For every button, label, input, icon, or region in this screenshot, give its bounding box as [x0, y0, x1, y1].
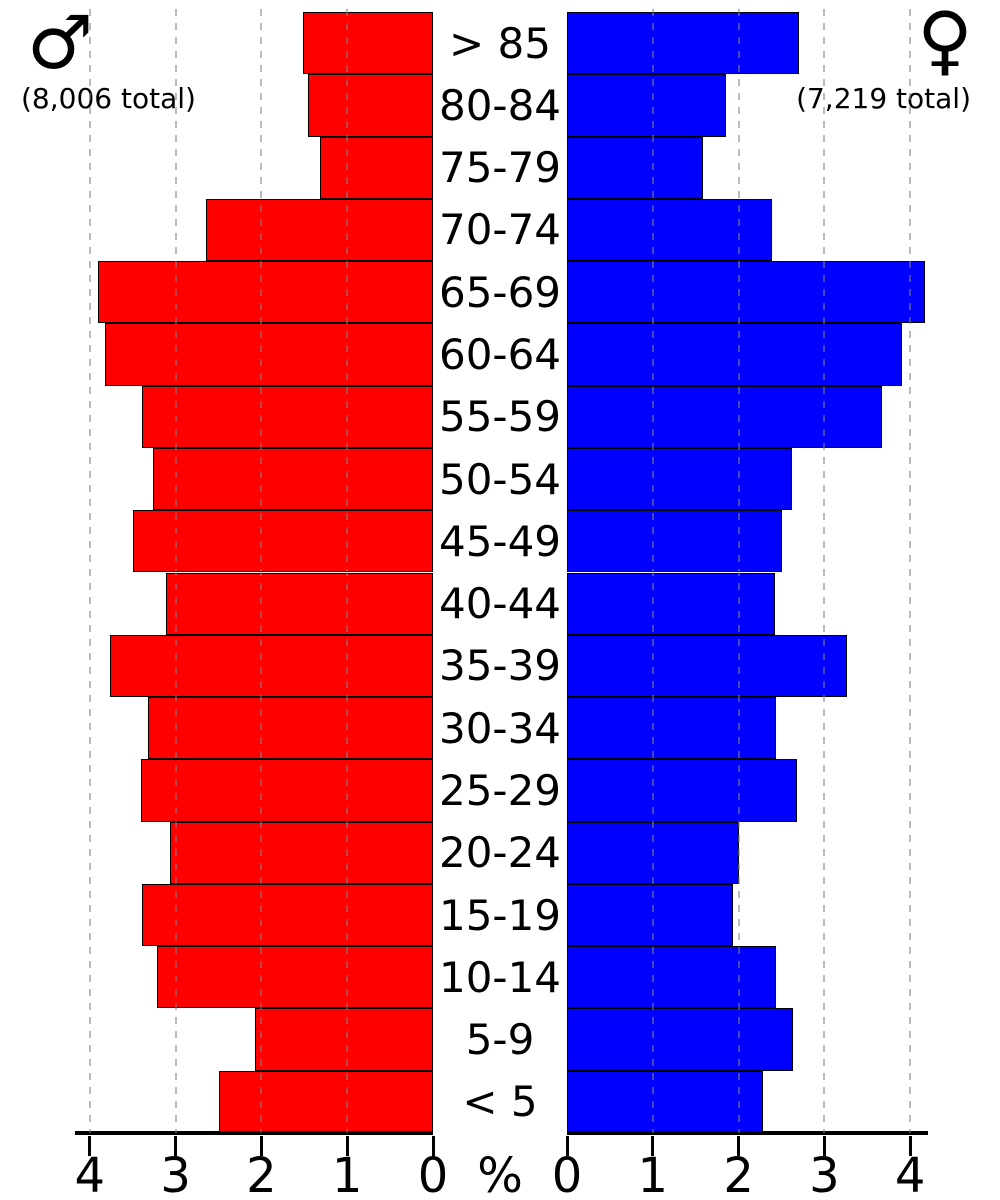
x-tick-label-4: 4: [894, 1148, 926, 1200]
bar-male-35-39: [110, 634, 433, 698]
gridline-4: [88, 9, 91, 1133]
left-x-axis: [75, 1131, 433, 1135]
bar-male-70-74: [205, 198, 433, 262]
bar-female-40-44: [567, 572, 776, 635]
x-tick: [908, 1136, 912, 1156]
x-tick-label-0: 0: [551, 1148, 583, 1200]
bar-male-40-44: [166, 572, 433, 635]
bar-female-50-54: [567, 447, 792, 511]
gridline-2: [737, 9, 740, 1133]
bar-female-45-49: [567, 510, 783, 573]
bar-male-45-49: [132, 510, 433, 573]
bar-male-75-79: [319, 136, 433, 199]
bar-male-25-29: [141, 759, 433, 822]
age-label-60-64: 60-64: [438, 330, 562, 379]
age-label-35-39: 35-39: [438, 641, 562, 691]
x-tick: [822, 1136, 826, 1156]
gridline-1: [651, 9, 654, 1133]
x-tick: [431, 1136, 435, 1156]
bar-female-10-14: [567, 946, 777, 1009]
age-label-50-54: 50-54: [438, 454, 562, 504]
bar-female-80-84: [567, 74, 726, 137]
age-label--85: > 85: [449, 18, 551, 68]
bar-male-10-14: [156, 946, 433, 1009]
x-tick: [88, 1136, 92, 1156]
x-tick-label-2: 2: [723, 1148, 754, 1200]
age-label-30-34: 30-34: [438, 703, 562, 753]
x-tick-label-3: 3: [160, 1148, 191, 1200]
age-label-5-9: 5-9: [465, 1015, 535, 1065]
age-label--5: < 5: [462, 1077, 538, 1127]
percent-axis-label: %: [477, 1148, 523, 1200]
bar-female-5-9: [567, 1008, 793, 1071]
x-tick: [345, 1136, 349, 1156]
age-label-40-44: 40-44: [438, 579, 562, 629]
x-tick: [737, 1136, 741, 1156]
age-label-45-49: 45-49: [438, 516, 562, 566]
bar-male--85: [303, 12, 433, 75]
bar-female-60-64: [567, 323, 902, 386]
bar-male-80-84: [307, 74, 433, 137]
age-label-15-19: 15-19: [438, 890, 562, 940]
gridline-1: [346, 9, 349, 1133]
x-tick: [259, 1136, 263, 1156]
age-label-20-24: 20-24: [438, 828, 562, 878]
bar-female-15-19: [567, 883, 734, 947]
x-tick-label-1: 1: [637, 1148, 669, 1200]
gridline-3: [174, 9, 177, 1133]
right-x-axis: [567, 1131, 928, 1135]
age-label-10-14: 10-14: [438, 952, 562, 1002]
age-label-25-29: 25-29: [438, 765, 562, 815]
bar-female-30-34: [567, 697, 777, 760]
male-total-label: (8,006 total): [21, 82, 196, 115]
x-tick-label-2: 2: [246, 1148, 277, 1200]
gridline-3: [823, 9, 826, 1133]
x-tick: [651, 1136, 655, 1156]
bar-male-65-69: [98, 261, 433, 324]
bar-female--5: [567, 1070, 763, 1133]
bar-female-75-79: [567, 136, 704, 199]
gridline-2: [260, 9, 263, 1133]
bar-male--5: [219, 1070, 433, 1133]
bar-male-30-34: [148, 697, 433, 760]
bar-female-35-39: [567, 634, 847, 698]
bar-female--85: [567, 12, 799, 75]
bar-male-15-19: [142, 883, 433, 947]
gridline-4: [909, 9, 912, 1133]
age-label-70-74: 70-74: [438, 205, 562, 255]
age-label-65-69: 65-69: [438, 267, 562, 317]
bar-male-20-24: [169, 821, 433, 884]
bar-male-60-64: [105, 323, 433, 386]
x-tick-label-4: 4: [74, 1148, 106, 1200]
bar-female-25-29: [567, 759, 797, 822]
age-label-80-84: 80-84: [438, 80, 562, 130]
bar-female-70-74: [567, 198, 773, 262]
female-symbol-icon: ♀: [917, 0, 973, 84]
bar-male-55-59: [142, 385, 433, 448]
x-tick: [174, 1136, 178, 1156]
bar-female-65-69: [567, 261, 925, 324]
bar-male-50-54: [153, 447, 433, 511]
male-symbol-icon: ♂: [26, 0, 94, 86]
age-label-75-79: 75-79: [438, 143, 562, 193]
x-tick-label-0: 0: [417, 1148, 449, 1200]
x-tick: [565, 1136, 569, 1156]
age-label-55-59: 55-59: [438, 392, 562, 442]
x-tick-label-3: 3: [809, 1148, 840, 1200]
x-tick-label-1: 1: [331, 1148, 363, 1200]
bar-female-55-59: [567, 385, 882, 448]
bar-male-5-9: [255, 1008, 433, 1071]
